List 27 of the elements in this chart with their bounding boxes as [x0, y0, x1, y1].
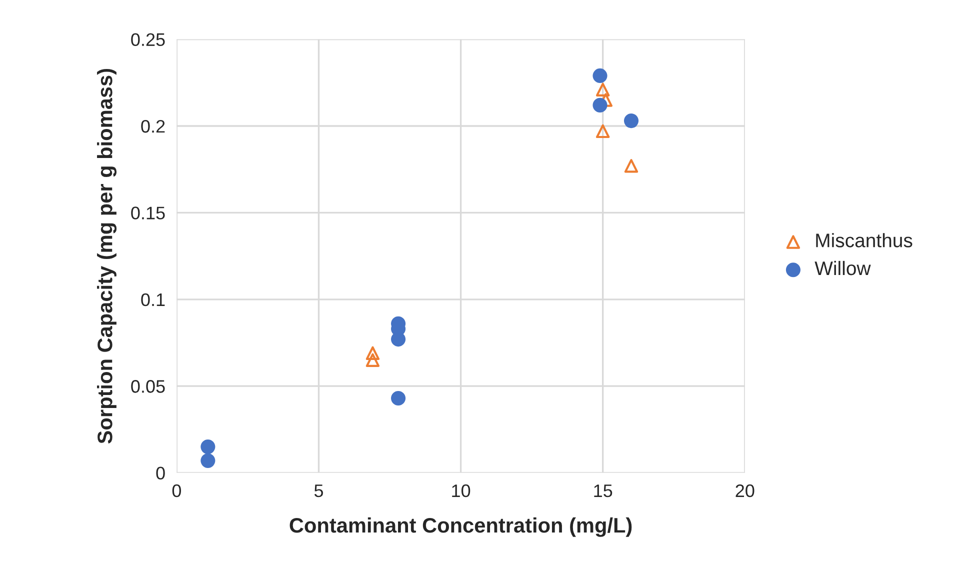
point — [391, 332, 406, 347]
x-tick-label: 0 — [172, 484, 181, 498]
point — [366, 353, 380, 367]
legend-label: Miscanthus — [816, 233, 912, 248]
y-tick-label: 0 — [156, 466, 165, 480]
point — [200, 440, 216, 454]
point — [596, 124, 610, 138]
point — [391, 390, 406, 406]
x-tick-label: 10 — [452, 484, 470, 498]
point — [624, 114, 639, 128]
point — [624, 159, 638, 173]
y-tick-label: 0.2 — [141, 120, 165, 133]
y-tick-label: 0.1 — [141, 293, 165, 306]
y-tick-label: 0.15 — [131, 206, 165, 220]
point — [366, 346, 380, 360]
y-axis-title: Sorption Capacity (mg per g biomass) — [97, 68, 117, 444]
x-tick-label: 20 — [736, 484, 754, 498]
x-tick-label: 15 — [594, 484, 612, 498]
y-tick-label: 0.05 — [131, 380, 165, 393]
x-axis-title: Contaminant Concentration (mg/L) — [290, 517, 632, 537]
point — [592, 98, 608, 112]
legend-label: Willow — [814, 260, 871, 276]
x-tick-label: 5 — [314, 484, 323, 498]
point — [200, 453, 216, 468]
point — [592, 68, 608, 83]
point — [596, 82, 610, 96]
y-tick-label: 0.25 — [131, 33, 165, 46]
